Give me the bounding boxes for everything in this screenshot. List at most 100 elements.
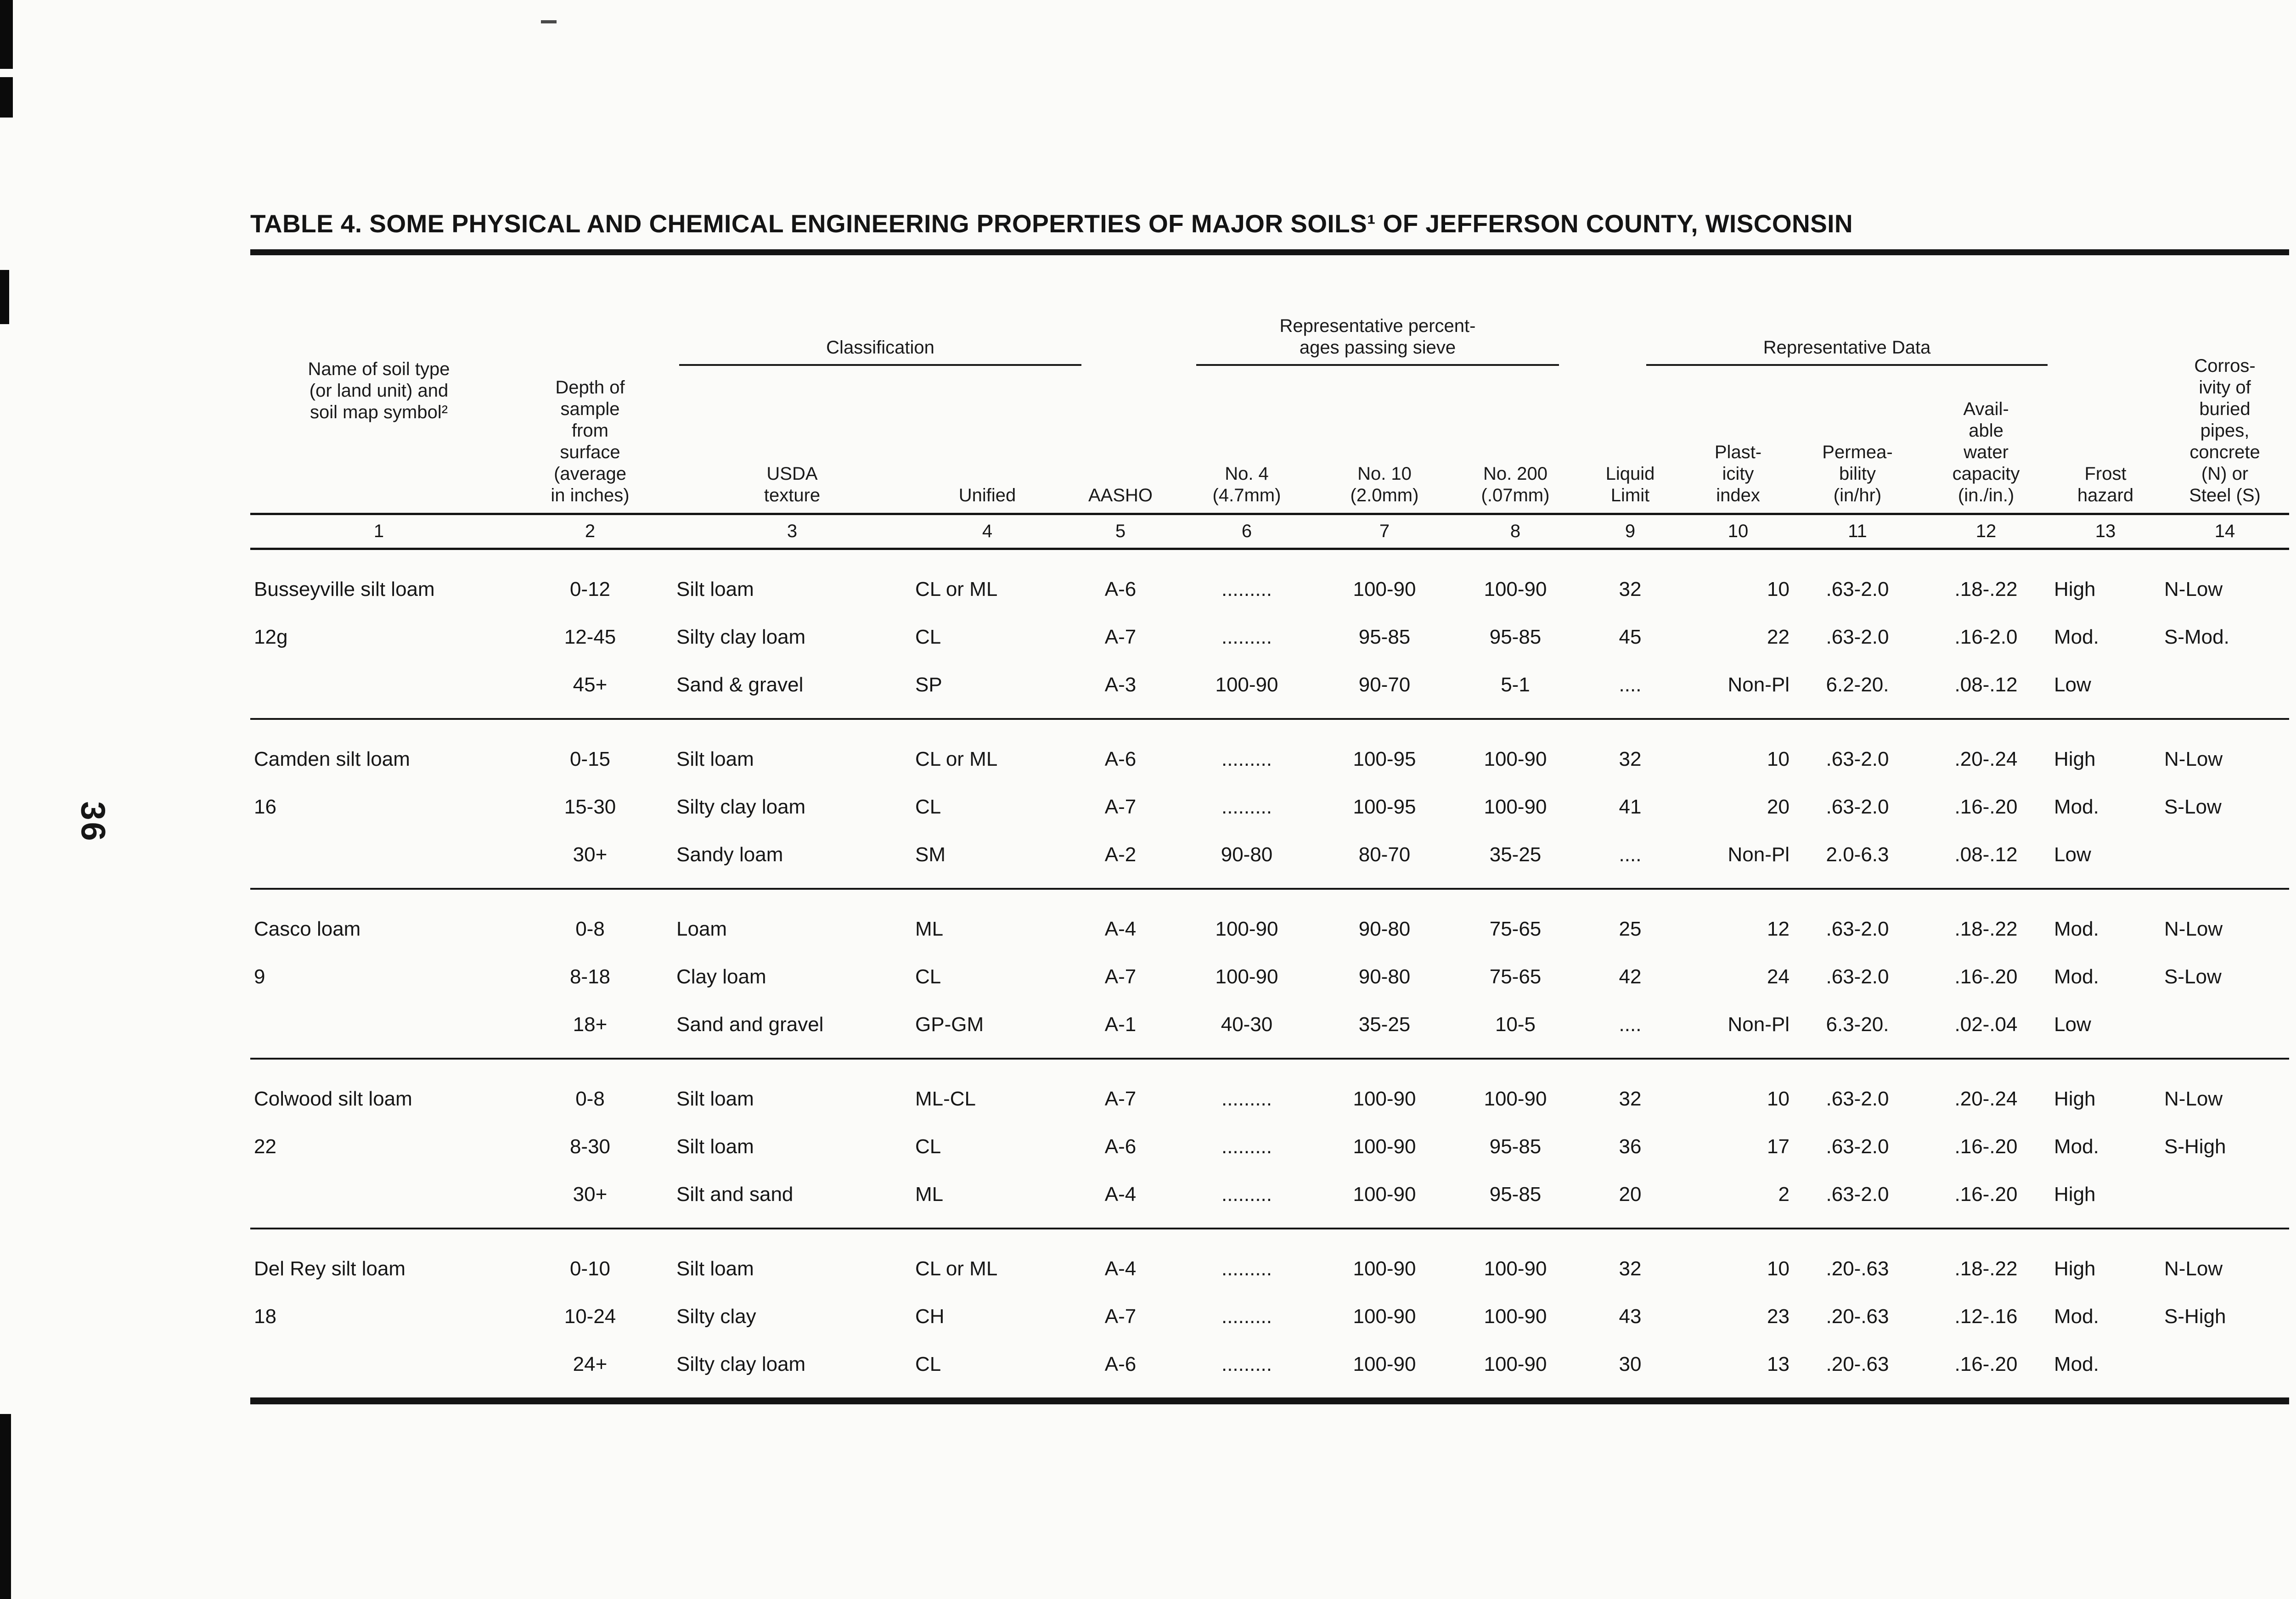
cell-aasho: A-3	[1104, 673, 1137, 696]
cell-unified: CL	[915, 1353, 941, 1375]
cell-no10: 100-95	[1353, 796, 1416, 818]
column-number: 9	[1577, 513, 1683, 550]
col-header-no10: No. 10 (2.0mm)	[1350, 464, 1419, 505]
title-rule	[250, 249, 2289, 255]
cell-aasho: A-6	[1104, 1135, 1137, 1158]
cell-no200: 35-25	[1489, 843, 1542, 866]
cell-depth: 24+	[573, 1353, 608, 1375]
col-header-no200: No. 200 (.07mm)	[1481, 464, 1550, 505]
cell-no4: 100-90	[1215, 673, 1278, 696]
cell-available-water-capacity: .02-.04	[1954, 1013, 2018, 1036]
col-group-sieve: Representative percent- ages passing sie…	[1178, 255, 1577, 387]
soil-name: Del Rey silt loam	[250, 1228, 507, 1293]
cell-plasticity-index: Non-Pl	[1728, 1013, 1790, 1036]
classification-group-label: Classification	[679, 337, 1081, 366]
cell-plasticity-index: 10	[1767, 578, 1790, 600]
cell-no4: .........	[1221, 796, 1272, 818]
cell-no200: 100-90	[1484, 1353, 1547, 1375]
cell-no200: 95-85	[1489, 1135, 1542, 1158]
cell-no200: 5-1	[1501, 673, 1530, 696]
cell-unified: SM	[915, 843, 945, 866]
cell-permeability: .63-2.0	[1793, 718, 1922, 783]
cell-unified: ML	[912, 888, 1063, 953]
cell-depth: 18+	[573, 1013, 608, 1036]
cell-plasticity-index: 12	[1683, 888, 1793, 953]
cell-depth: 0-10	[507, 1228, 673, 1293]
cell-corrosivity	[2161, 831, 2289, 889]
table-row: 16 15-30 Silty clay loam CL A-7......... 100-…	[250, 783, 2289, 831]
cell-no4: 100-90	[1215, 965, 1278, 988]
table-row: Camden silt loam 0-15 Silt loam CL or ML A-6…	[250, 718, 2290, 783]
col-group-classification: Classification	[673, 255, 1178, 387]
cell-no200: 100-90	[1484, 1305, 1547, 1328]
table-row: Casco loam 0-8 Loam ML A-4 100-90 90-80 75-65 25…	[250, 888, 2290, 953]
table-row: 12g 12-45 Silty clay loam CL A-7......... 95-…	[250, 613, 2289, 661]
soil-name: Busseyville silt loam	[254, 578, 435, 600]
cell-no4: 100-90	[1178, 888, 1316, 953]
header-group-row: Name of soil type (or land unit) and soi…	[250, 255, 2289, 505]
col-header-frost-hazard: Frost hazard	[2077, 464, 2134, 505]
cell-frost-hazard: Mod.	[2054, 626, 2099, 648]
cell-plasticity-index: Non-Pl	[1728, 843, 1790, 866]
cell-frost-hazard: Mod.	[2050, 888, 2161, 953]
column-number: 5	[1063, 513, 1178, 550]
cell-available-water-capacity: .20-.24	[1922, 1058, 2051, 1123]
cell-unified: CH	[915, 1305, 945, 1328]
col-header-liquid-limit: Liquid Limit	[1605, 464, 1655, 505]
cell-permeability: .63-2.0	[1826, 1183, 1889, 1206]
cell-aasho: A-6	[1063, 718, 1178, 783]
cell-no10: 100-90	[1353, 1353, 1416, 1375]
cell-depth: 12-45	[564, 626, 616, 648]
cell-frost-hazard: Mod.	[2054, 1135, 2099, 1158]
cell-no4: .........	[1178, 1228, 1316, 1293]
cell-depth: 8-18	[569, 965, 611, 988]
soil-group: Colwood silt loam 0-8 Silt loam ML-CL A-7...…	[250, 1058, 2290, 1229]
cell-usda-texture: Silt loam	[676, 578, 754, 600]
cell-permeability: .20-.63	[1826, 1353, 1889, 1375]
cell-permeability: 2.0-6.3	[1826, 843, 1889, 866]
cell-corrosivity: N-Low	[2161, 718, 2290, 783]
cell-usda-texture: Silty clay loam	[676, 626, 806, 648]
soil-name: Camden silt loam	[250, 718, 507, 783]
cell-no4: .........	[1221, 1135, 1272, 1158]
cell-usda-texture: Silt and sand	[676, 1183, 793, 1206]
soil-group: Del Rey silt loam 0-10 Silt loam CL or ML A-…	[250, 1228, 2290, 1401]
page-number: 36	[74, 801, 113, 843]
cell-aasho: A-4	[1063, 888, 1178, 953]
cell-no200: 10-5	[1495, 1013, 1536, 1036]
soil-group: Busseyville silt loam 0-12 Silt loam CL or …	[250, 549, 2289, 719]
cell-available-water-capacity: .08-.12	[1954, 843, 2018, 866]
cell-plasticity-index: Non-Pl	[1728, 673, 1790, 696]
cell-corrosivity: N-Low	[2161, 1228, 2290, 1293]
cell-liquid-limit: 41	[1619, 796, 1642, 818]
cell-corrosivity: N-Low	[2161, 888, 2290, 953]
soil-map-symbol: 16	[254, 796, 276, 818]
column-number: 7	[1316, 513, 1453, 550]
table-row: 30+ Sandy loam SM A-2 90-80 80-70 35-25.... Non…	[250, 831, 2289, 889]
cell-no10: 100-90	[1316, 1058, 1453, 1123]
cell-usda-texture: Sand & gravel	[676, 673, 804, 696]
soil-map-symbol: 22	[254, 1135, 276, 1158]
cell-permeability: .63-2.0	[1826, 578, 1889, 600]
cell-depth: 0-8	[507, 1058, 673, 1123]
empty-cell	[250, 1001, 507, 1059]
cell-no10: 35-25	[1358, 1013, 1411, 1036]
cell-permeability: .63-2.0	[1826, 1135, 1889, 1158]
cell-no10: 100-90	[1353, 1183, 1416, 1206]
cell-liquid-limit: 20	[1619, 1183, 1642, 1206]
cell-plasticity-index: 10	[1683, 1058, 1793, 1123]
cell-no4: .........	[1221, 626, 1272, 648]
soils-table: Name of soil type (or land unit) and soi…	[250, 255, 2290, 1404]
soil-map-symbol: 18	[254, 1305, 276, 1328]
cell-available-water-capacity: .16-2.0	[1954, 626, 2018, 648]
col-header-depth: Depth of sample from surface (average in…	[551, 377, 630, 505]
scan-artifact	[0, 77, 13, 118]
cell-frost-hazard: High	[2050, 1058, 2161, 1123]
cell-liquid-limit: 42	[1619, 965, 1642, 988]
cell-depth: 8-30	[569, 1135, 611, 1158]
cell-permeability: .20-.63	[1793, 1228, 1922, 1293]
col-header-no4: No. 4 (4.7mm)	[1212, 464, 1281, 505]
cell-liquid-limit: 32	[1577, 1058, 1683, 1123]
cell-corrosivity: S-Mod.	[2164, 626, 2229, 648]
cell-frost-hazard: High	[2050, 718, 2161, 783]
